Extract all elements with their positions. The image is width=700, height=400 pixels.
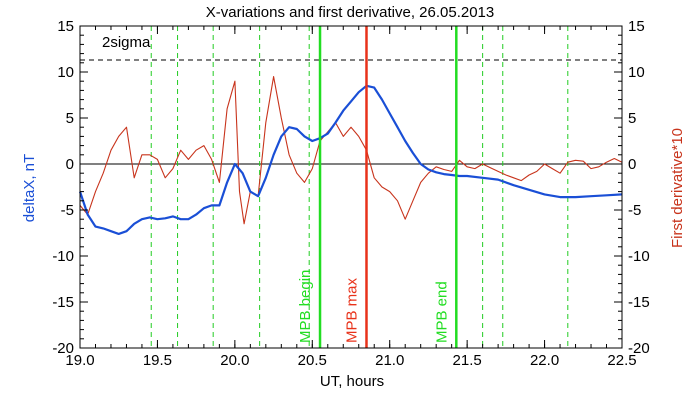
- y-tick-label-left: -10: [52, 248, 74, 265]
- y-tick-label-right: -20: [628, 340, 650, 357]
- y-tick-label-right: -15: [628, 294, 650, 311]
- mpb-marker-label: MPB end: [433, 281, 450, 343]
- sigma-label: 2sigma: [102, 34, 151, 51]
- y-tick-label-right: 15: [628, 18, 645, 35]
- y-tick-label-right: -5: [628, 202, 641, 219]
- x-tick-label: 21.0: [375, 352, 404, 369]
- y-tick-label-left: -5: [61, 202, 74, 219]
- series-line-derivative: [79, 76, 623, 225]
- y-tick-label-left: -15: [52, 294, 74, 311]
- x-tick-label: 20.5: [298, 352, 327, 369]
- plot-frame: [79, 25, 623, 349]
- y-tick-label-right: 0: [628, 156, 636, 173]
- mpb-marker-label: MPB max: [343, 277, 360, 343]
- y-tick-label-left: 10: [57, 64, 74, 81]
- mpb-marker-label: MPB begin: [297, 270, 314, 343]
- y-tick-label-right: 10: [628, 64, 645, 81]
- y-tick-label-right: 5: [628, 110, 636, 127]
- y-tick-label-left: 5: [66, 110, 74, 127]
- plot-area: 2sigma MPB begin MPB max MPB end 19.0 19.5 20.…: [52, 18, 649, 369]
- y-tick-label-left: -20: [52, 340, 74, 357]
- x-axis-label: UT, hours: [320, 373, 384, 390]
- x-tick-label: 20.0: [220, 352, 249, 369]
- y-tick-label-right: -10: [628, 248, 650, 265]
- x-tick-label: 21.5: [453, 352, 482, 369]
- y-axis-label-left: deltaX, nT: [21, 154, 38, 222]
- chart-title: X-variations and first derivative, 26.05…: [206, 4, 495, 21]
- y-tick-label-left: 0: [66, 156, 74, 173]
- x-tick-label: 22.0: [530, 352, 559, 369]
- y-tick-label-left: 15: [57, 18, 74, 35]
- x-tick-label: 19.5: [143, 352, 172, 369]
- x-tick-label: 19.0: [65, 352, 94, 369]
- y-axis-label-right: First derivative*10: [669, 128, 686, 248]
- series-line-deltax: [78, 84, 623, 235]
- x-tick-label: 22.5: [607, 352, 636, 369]
